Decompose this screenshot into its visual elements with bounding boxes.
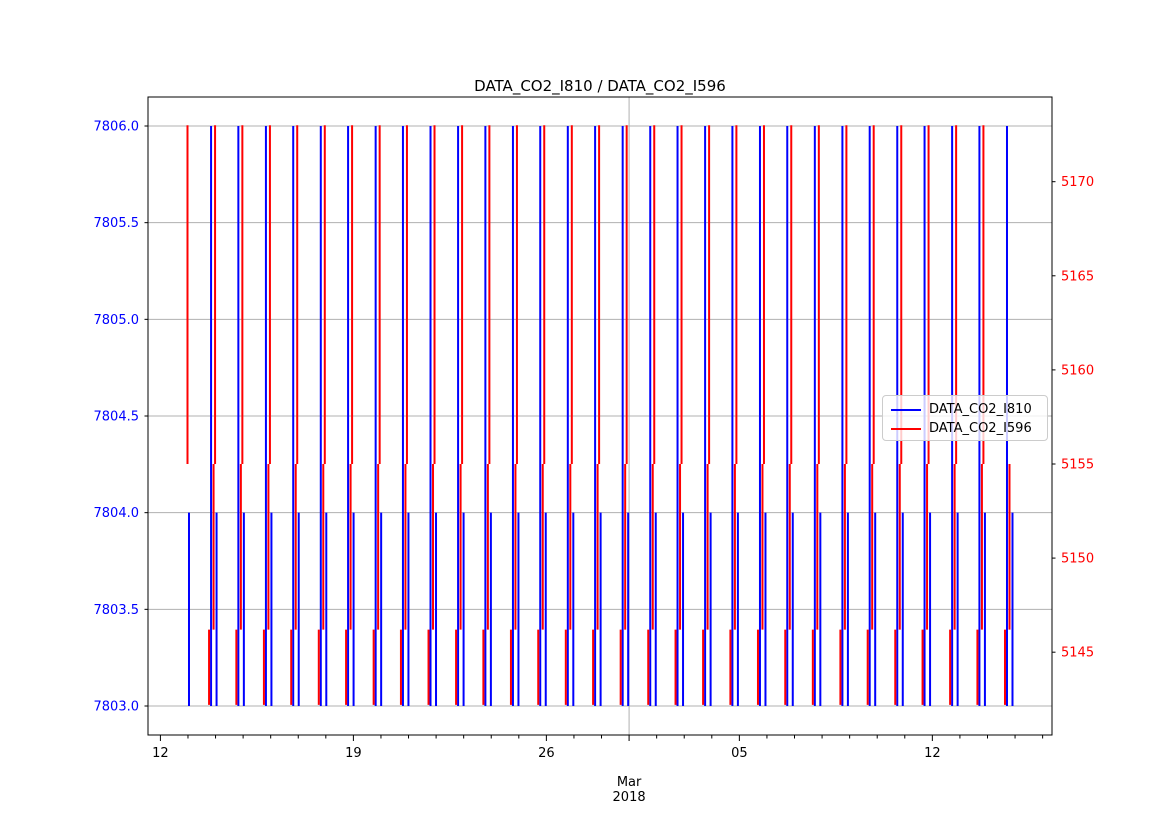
legend-entry-i810: DATA_CO2_I810	[891, 400, 1047, 419]
legend: DATA_CO2_I810 DATA_CO2_I596	[882, 395, 1048, 441]
left-tick-label: 7804.0	[94, 506, 140, 521]
x-year-label: 2018	[613, 790, 646, 805]
right-tick-label: 5150	[1061, 552, 1094, 567]
legend-label-i596: DATA_CO2_I596	[929, 421, 1032, 436]
left-tick-label: 7805.5	[94, 216, 140, 231]
left-tick-label: 7803.5	[94, 603, 140, 618]
left-tick-label: 7804.5	[94, 410, 140, 425]
legend-label-i810: DATA_CO2_I810	[929, 402, 1032, 417]
x-tick-label: 19	[345, 746, 362, 761]
right-tick-label: 5170	[1061, 175, 1094, 190]
legend-line-sample-blue	[891, 408, 921, 411]
legend-line-sample-red	[891, 427, 921, 430]
left-tick-label: 7806.0	[94, 120, 140, 135]
x-month-label: Mar	[617, 775, 642, 790]
right-tick-label: 5145	[1061, 646, 1094, 661]
right-tick-label: 5155	[1061, 457, 1094, 472]
x-tick-label: 26	[538, 746, 555, 761]
x-tick-label: 05	[731, 746, 748, 761]
left-tick-label: 7805.0	[94, 313, 140, 328]
left-tick-label: 7803.0	[94, 700, 140, 715]
right-tick-label: 5160	[1061, 363, 1094, 378]
right-tick-label: 5165	[1061, 269, 1094, 284]
chart-title: DATA_CO2_I810 / DATA_CO2_I596	[474, 77, 726, 95]
x-tick-label: 12	[924, 746, 941, 761]
x-tick-label: 12	[152, 746, 169, 761]
legend-entry-i596: DATA_CO2_I596	[891, 419, 1047, 438]
